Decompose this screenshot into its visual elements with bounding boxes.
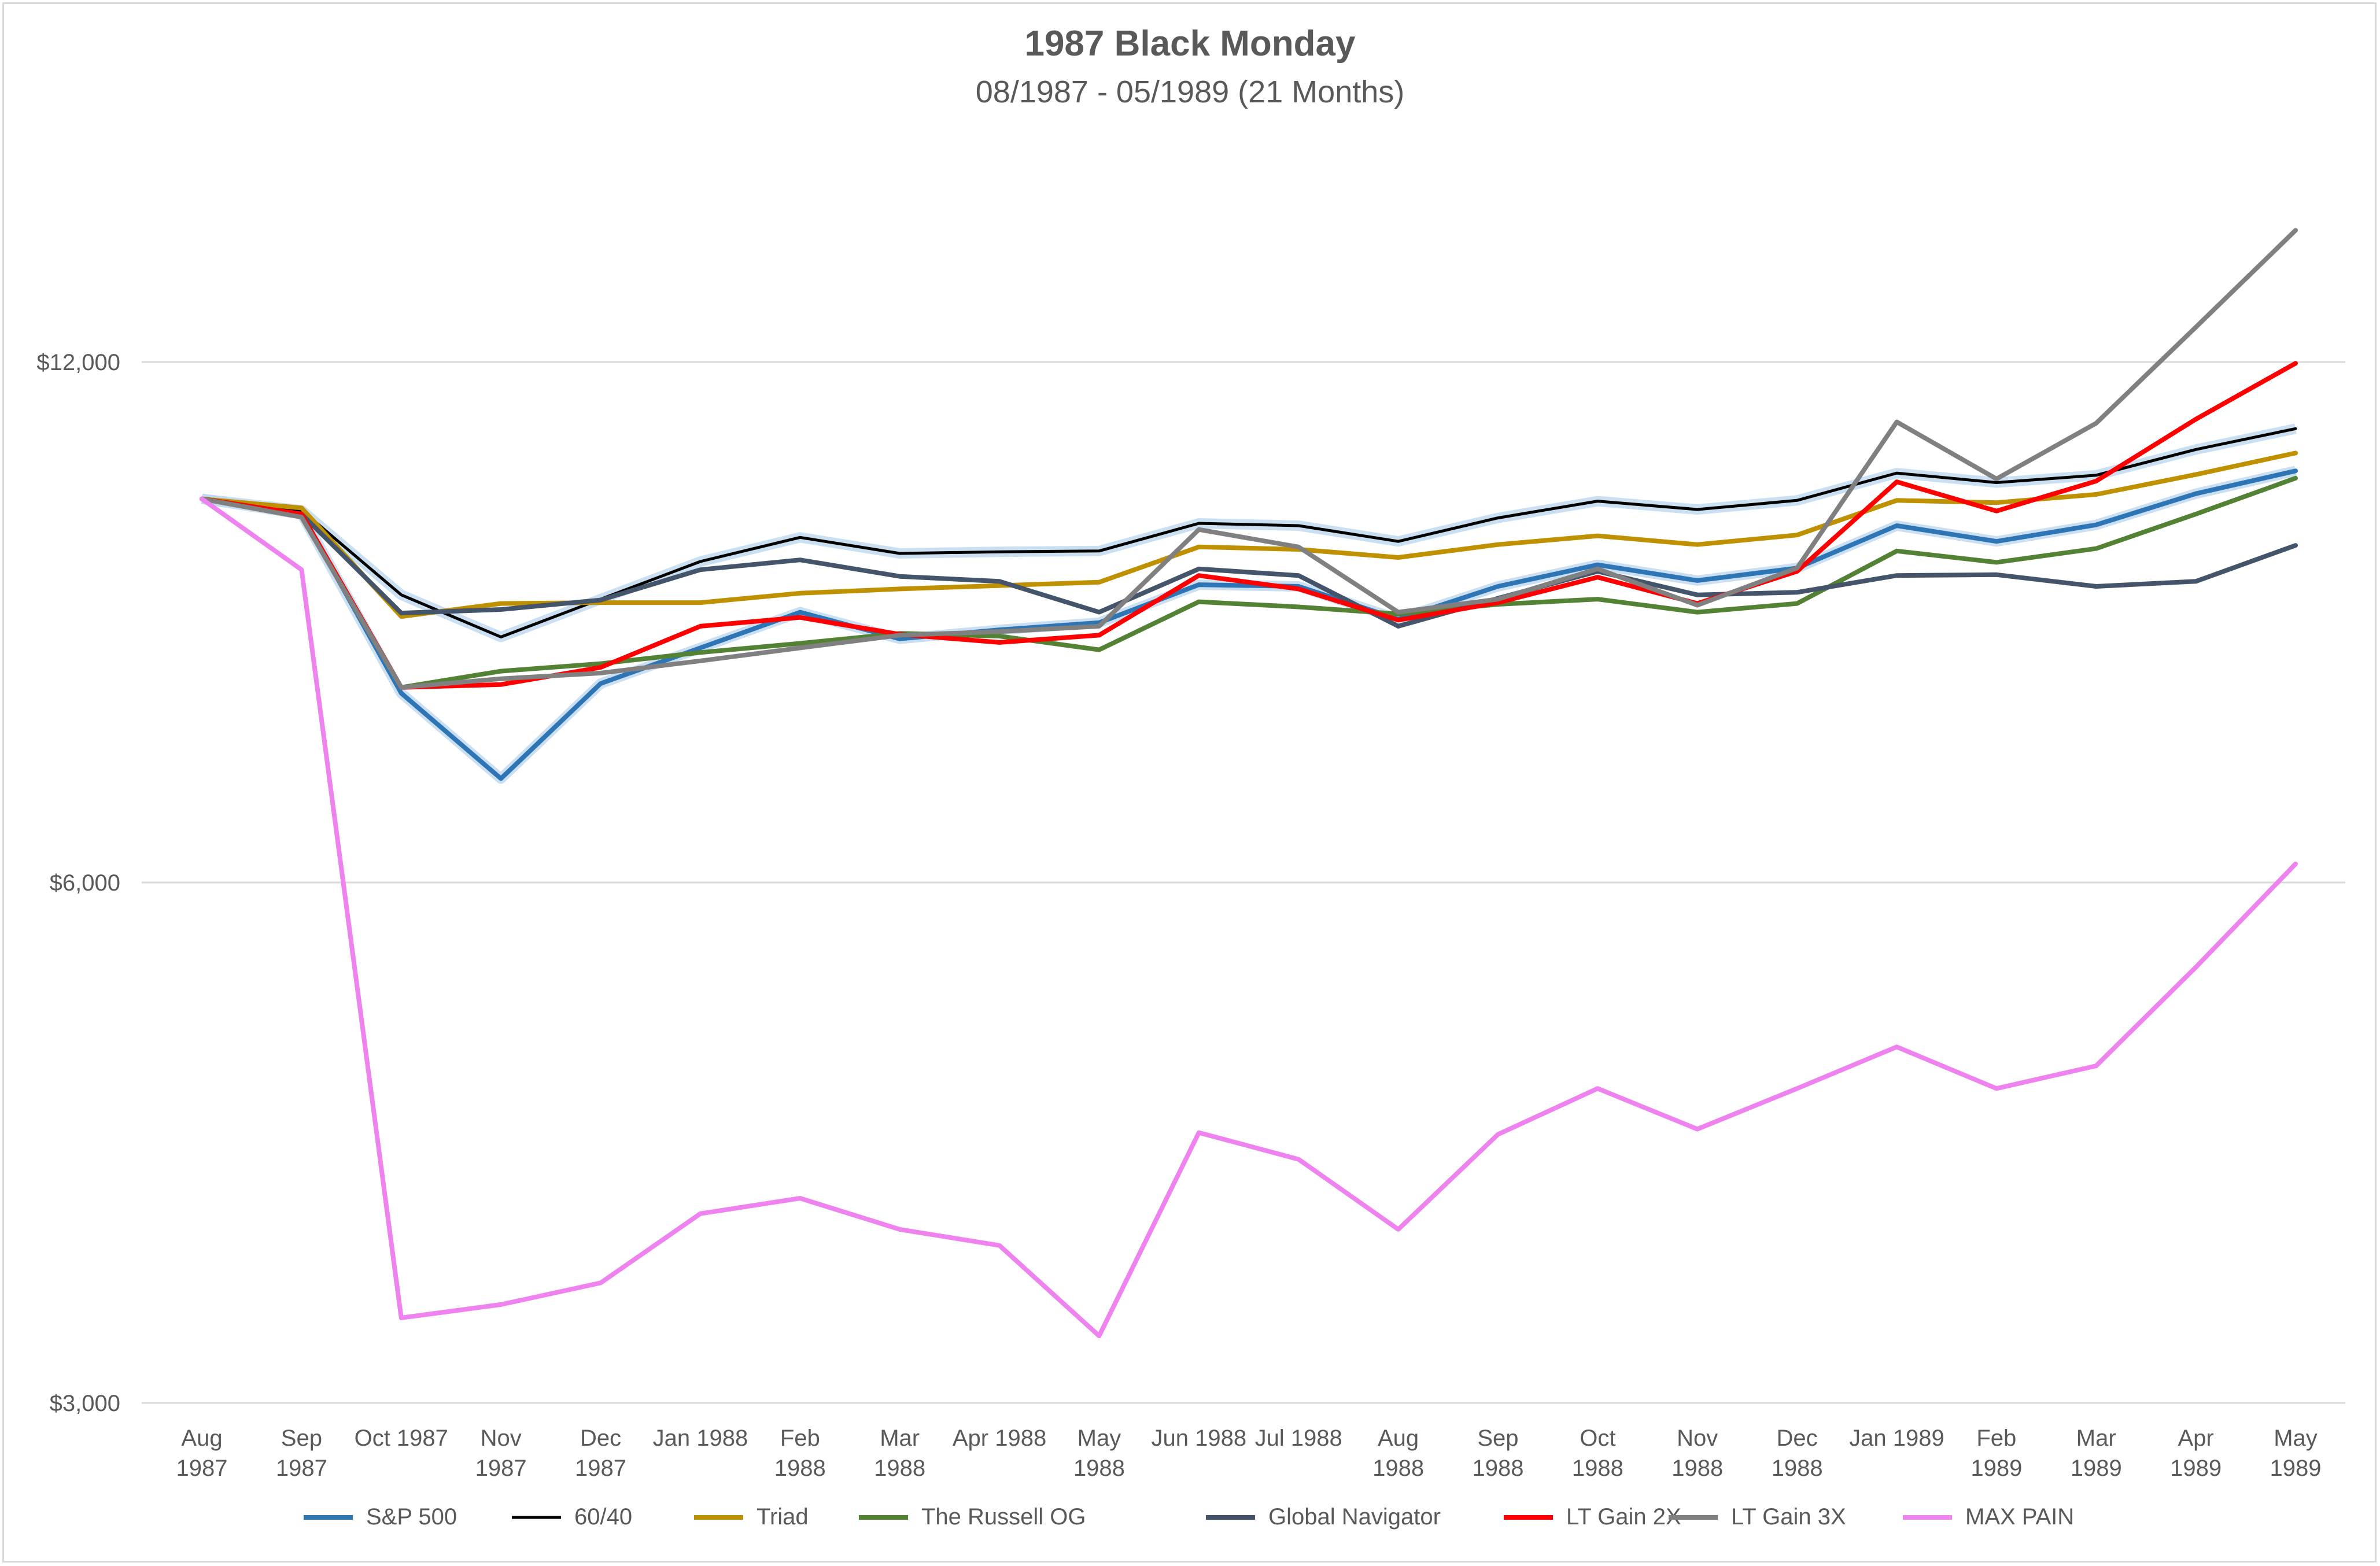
series-line-60-40 bbox=[200, 427, 2297, 638]
legend-label-s-p-500: S&P 500 bbox=[366, 1504, 457, 1530]
chart-title: 1987 Black Monday bbox=[1024, 24, 1356, 64]
series-line-the-russell-og bbox=[200, 475, 2298, 690]
x-tick-label: Dec 1987 bbox=[575, 1425, 626, 1481]
series-line-max-pain bbox=[200, 496, 2298, 1339]
series-line-global-navigator bbox=[200, 496, 2298, 629]
legend-label-global-navigator: Global Navigator bbox=[1268, 1504, 1441, 1530]
y-tick-label: $12,000 bbox=[36, 350, 120, 375]
series-line-lt-gain-3x bbox=[200, 228, 2298, 690]
x-tick-label: Aug 1987 bbox=[176, 1425, 228, 1481]
y-axis-ticks: $12,000 $6,000 $3,000 bbox=[36, 350, 120, 1416]
legend-label-lt-gain-3x: LT Gain 3X bbox=[1731, 1504, 1846, 1530]
legend-label-the-russell-og: The Russell OG bbox=[921, 1504, 1086, 1530]
x-tick-label: Jan 1989 bbox=[1849, 1425, 1944, 1451]
x-tick-label: Oct 1987 bbox=[355, 1425, 448, 1451]
x-tick-label: May 1988 bbox=[1073, 1425, 1125, 1481]
x-tick-label: Dec 1988 bbox=[1772, 1425, 1823, 1481]
x-tick-label: Mar 1989 bbox=[2071, 1425, 2122, 1481]
x-tick-label: Jun 1988 bbox=[1152, 1425, 1247, 1451]
x-tick-label: Apr 1989 bbox=[2170, 1425, 2222, 1481]
legend: S&P 500 60/40 Triad The Russell OG Global Na… bbox=[304, 1504, 2074, 1530]
legend-label-lt-gain-2x: LT Gain 2X bbox=[1566, 1504, 1681, 1530]
legend-label-max-pain: MAX PAIN bbox=[1965, 1504, 2074, 1530]
x-tick-label: Feb 1989 bbox=[1971, 1425, 2022, 1481]
x-tick-label: Sep 1987 bbox=[276, 1425, 327, 1481]
y-tick-label: $6,000 bbox=[50, 870, 120, 896]
x-tick-label: Aug 1988 bbox=[1372, 1425, 1424, 1481]
x-tick-label: Nov 1987 bbox=[475, 1425, 527, 1481]
legend-label-60-40: 60/40 bbox=[574, 1504, 632, 1530]
x-tick-label: Apr 1988 bbox=[953, 1425, 1046, 1451]
series-lines bbox=[200, 228, 2298, 1339]
x-tick-label: Oct 1988 bbox=[1572, 1425, 1623, 1481]
x-tick-label: May 1989 bbox=[2270, 1425, 2322, 1481]
legend-label-triad: Triad bbox=[757, 1504, 809, 1530]
series-glow-s-p-500 bbox=[201, 466, 2297, 784]
x-tick-label: Feb 1988 bbox=[774, 1425, 826, 1481]
x-tick-label: Nov 1988 bbox=[1671, 1425, 1723, 1481]
x-tick-label: Sep 1988 bbox=[1472, 1425, 1523, 1481]
x-tick-label: Mar 1988 bbox=[874, 1425, 925, 1481]
x-tick-label: Jan 1988 bbox=[653, 1425, 748, 1451]
gridlines bbox=[142, 361, 2345, 1404]
x-tick-label: Jul 1988 bbox=[1255, 1425, 1342, 1451]
series-line-s-p-500 bbox=[200, 468, 2298, 781]
y-tick-label: $3,000 bbox=[50, 1391, 120, 1416]
x-axis-ticks: Aug 1987 Sep 1987 Oct 1987 Nov 1987 Dec 1987 Jan … bbox=[176, 1425, 2322, 1481]
chart-subtitle: 08/1987 - 05/1989 (21 Months) bbox=[975, 75, 1405, 109]
